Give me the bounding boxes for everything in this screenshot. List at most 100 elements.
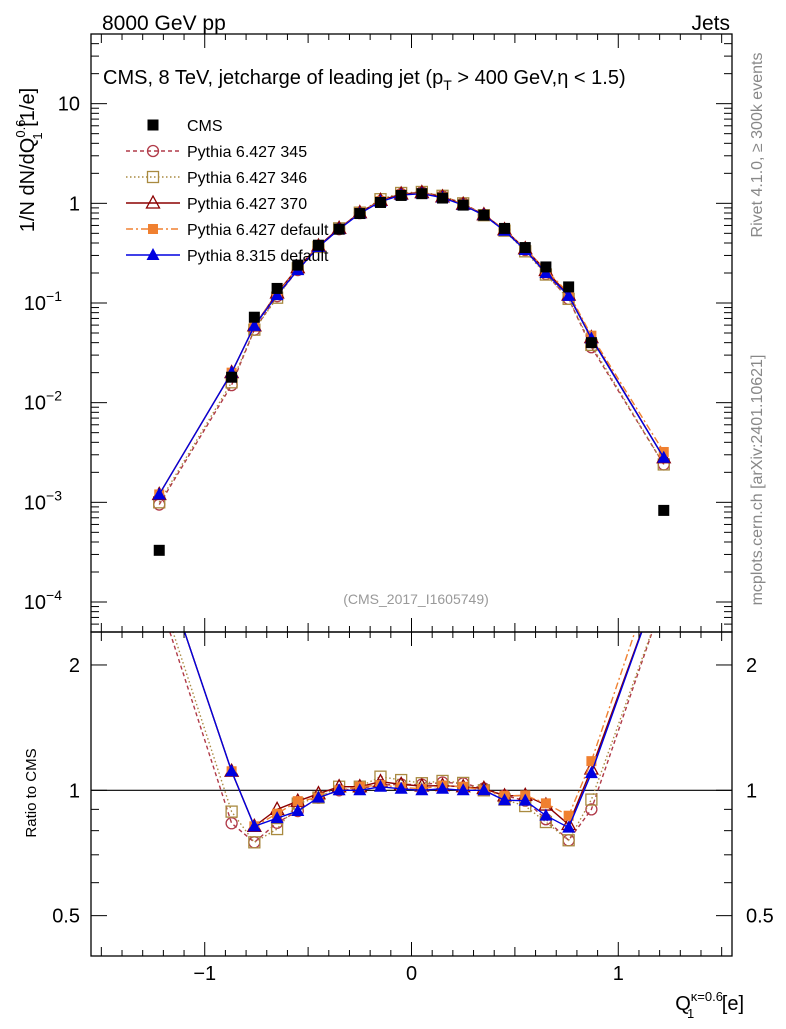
- cms-data-point: [374, 196, 386, 208]
- y-tick-exp: −4: [46, 587, 62, 603]
- mcplots-label: mcplots.cern.ch [arXiv:2401.10621]: [749, 355, 766, 606]
- ratio-point-pythia-8-315-default: [311, 790, 325, 803]
- cms-data-point: [437, 192, 449, 204]
- ratio-point-pythia-6-427-345: [154, 594, 165, 605]
- ratio-point-pythia-8-315-default: [518, 793, 532, 806]
- y-tick-base: 10: [58, 94, 80, 116]
- legend-marker: [145, 194, 161, 209]
- y-tick-label: 10: [58, 94, 80, 116]
- ratio-point-pythia-6-427-346: [562, 834, 575, 847]
- y-label-part-2: [1/e]: [17, 88, 39, 132]
- ratio-point-pythia-8-315-default: [477, 783, 491, 796]
- ratio-point-pythia-6-427-346: [585, 793, 598, 806]
- y-tick-base: 10: [24, 492, 46, 514]
- ratio-point-pythia-8-315-default: [415, 783, 429, 796]
- cms-data-point: [563, 281, 575, 293]
- y-tick-label: 10−4: [24, 587, 62, 614]
- series-line-pythia-6-427-345: [158, 191, 665, 505]
- ratio-line-pythia-6-427-default: [183, 632, 636, 828]
- ratio-tick-label: 0.5: [52, 906, 80, 928]
- ratio-point-pythia-8-315-default: [332, 783, 346, 796]
- cms-data-point: [226, 371, 238, 383]
- analysis-tag: (CMS_2017_I1605749): [343, 591, 489, 607]
- ratio-point-pythia-8-315-default: [539, 808, 553, 821]
- plot-title: CMS, 8 TeV, jetcharge of leading jet (pT…: [103, 67, 626, 93]
- cms-data-point: [499, 222, 511, 234]
- ratio-point-pythia-6-427-default: [563, 810, 574, 821]
- series-point-pythia-8-315-default: [562, 288, 576, 301]
- ratio-point-pythia-8-315-default: [353, 783, 367, 796]
- ratio-point-pythia-8-315-default: [247, 819, 261, 832]
- ratio-panel: [91, 563, 732, 849]
- cms-data-point: [333, 223, 345, 235]
- ratio-tick-label: 1: [69, 780, 80, 802]
- cms-data-point: [416, 188, 428, 200]
- ratio-point-pythia-8-315-default: [291, 804, 305, 817]
- legend-marker: [146, 144, 160, 158]
- x-label-sup: κ=0.6: [691, 989, 723, 1004]
- ratio-point-pythia-8-315-default: [657, 563, 670, 575]
- ratio-point-pythia-6-427-default: [292, 796, 303, 807]
- cms-data-point: [395, 189, 407, 201]
- y-label-sup: 0.6: [13, 120, 28, 138]
- ratio-point-pythia-6-427-default: [540, 798, 551, 809]
- ratio-point-pythia-6-427-346: [154, 584, 165, 595]
- legend-marker: [146, 170, 160, 184]
- cms-data-point: [354, 208, 366, 220]
- ratio-point-pythia-6-427-345: [248, 836, 261, 849]
- y-axis-label-ratio: Ratio to CMS: [23, 748, 40, 837]
- y-tick-exp: −2: [46, 388, 62, 404]
- y-label-sub: 1: [30, 132, 45, 139]
- ratio-point-pythia-6-427-346: [270, 822, 284, 836]
- ratio-point-pythia-6-427-default: [586, 756, 597, 767]
- series-line-pythia-6-427-346: [158, 191, 665, 503]
- cms-data-point: [658, 504, 670, 516]
- category-label: Jets: [691, 12, 730, 35]
- x-axis-label: Qκ=0.6 1 [e]: [675, 989, 744, 1021]
- ratio-point-pythia-8-315-default: [436, 781, 450, 794]
- ratio-point-pythia-6-427-345: [658, 593, 669, 604]
- ratio-tick-label: 2: [69, 655, 80, 677]
- main-panel: [151, 184, 672, 556]
- legend-label: Pythia 6.427 346: [187, 170, 307, 187]
- x-tick-label: 1: [613, 963, 624, 985]
- x-tick-label: 0: [406, 963, 417, 985]
- x-label-base: Q: [675, 993, 691, 1015]
- legend-label: Pythia 6.427 345: [187, 144, 307, 161]
- ratio-point-pythia-8-315-default: [498, 793, 512, 806]
- y-tick-label: 1: [69, 193, 80, 215]
- y-tick-exp: −1: [46, 288, 62, 304]
- ratio-line-pythia-8-315-default: [183, 632, 643, 829]
- legend-label: Pythia 8.315 default: [187, 248, 329, 265]
- ratio-tick-label-right: 0.5: [746, 906, 774, 928]
- ratio-point-pythia-8-315-default: [270, 811, 284, 824]
- ratio-point-pythia-8-315-default: [562, 820, 576, 833]
- x-label-sub: 1: [687, 1006, 694, 1021]
- cms-data-point: [457, 199, 469, 211]
- y-axis-label-main: 1/N dN/dQ0.6 1 [1/e]: [13, 88, 45, 232]
- legend-label: Pythia 6.427 370: [187, 196, 307, 213]
- ratio-point-pythia-6-427-346: [225, 805, 238, 818]
- ratio-frame: [90, 631, 733, 957]
- cms-data-point: [292, 259, 304, 271]
- title-part-1: CMS, 8 TeV, jetcharge of leading jet (p: [103, 67, 443, 89]
- title-part-2: > 400 GeV,η < 1.5): [452, 67, 626, 89]
- cms-data-point: [519, 242, 531, 254]
- series-point-pythia-8-315-default: [247, 318, 261, 331]
- legend-label: Pythia 6.427 default: [187, 222, 329, 239]
- ratio-tick-label-right: 1: [746, 780, 757, 802]
- cms-data-point: [585, 337, 597, 349]
- y-tick-label: 10−3: [24, 487, 62, 514]
- legend-label: CMS: [187, 118, 223, 135]
- x-tick-label: −1: [193, 963, 216, 985]
- ratio-point-pythia-8-315-default: [394, 781, 408, 794]
- title-subscript: T: [443, 77, 452, 93]
- rivet-label: Rivet 4.1.0, ≥ 300k events: [749, 53, 766, 238]
- ratio-point-pythia-8-315-default: [225, 764, 239, 777]
- y-tick-exp: −3: [46, 487, 62, 503]
- cms-data-point: [312, 239, 324, 251]
- energy-label: 8000 GeV pp: [102, 12, 226, 35]
- ratio-point-pythia-6-427-345: [225, 817, 238, 830]
- ratio-point-pythia-6-427-346: [658, 593, 669, 604]
